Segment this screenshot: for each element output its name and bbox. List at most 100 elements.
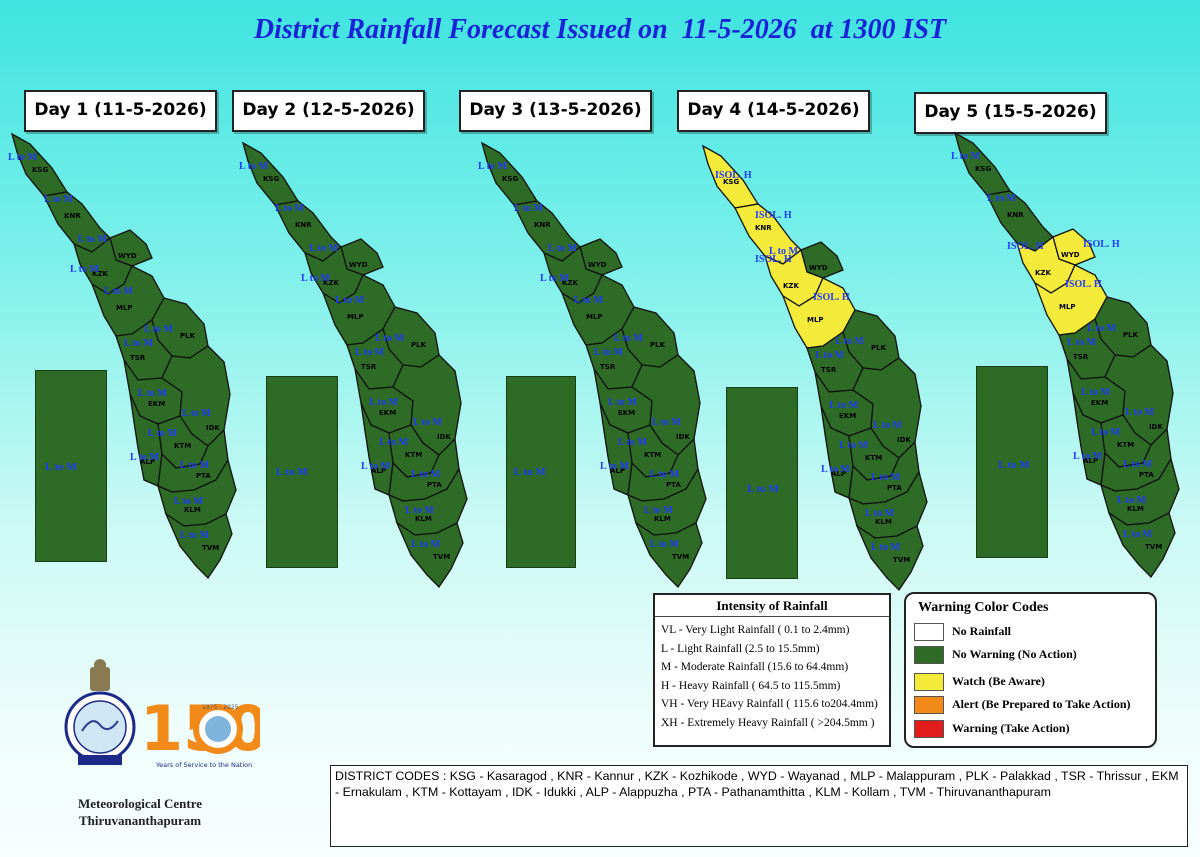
badge-years: 1875 - 2025 (202, 704, 239, 711)
forecast-label-klm: L to M (644, 505, 673, 516)
district-code-label: ALP (140, 458, 156, 466)
intensity-item: H - Heavy Rainfall ( 64.5 to 115.5mm) (661, 679, 841, 692)
anniversary-tagline: Years of Service to the Nation (155, 761, 252, 769)
district-code-label: KTM (174, 442, 192, 450)
forecast-label-pta: L to M (650, 469, 679, 480)
district-code-label: PLK (871, 344, 887, 352)
forecast-label-kzk: ISOL. H (1007, 241, 1044, 252)
district-code-label: WYD (1061, 251, 1080, 259)
forecast-label-kzk: L to M (70, 264, 99, 275)
day-5-island-block (976, 366, 1048, 558)
forecast-label-tvm: L to M (1123, 529, 1152, 540)
forecast-label-wyd: L to M (309, 243, 338, 254)
district-code-label: KSG (263, 175, 280, 183)
forecast-label-plk: L to M (835, 336, 864, 347)
forecast-label-ekm: L to M (138, 388, 167, 399)
forecast-label-idk: L to M (1125, 407, 1154, 418)
district-code-label: KLM (654, 515, 671, 523)
district-codes-legend: DISTRICT CODES : KSG - Kasaragod , KNR -… (330, 765, 1188, 847)
forecast-label-wyd: L to M (548, 243, 577, 254)
day-4-header: Day 4 (14-5-2026) (677, 90, 870, 132)
forecast-label-knr: L to M (275, 203, 304, 214)
intensity-item: VL - Very Light Rainfall ( 0.1 to 2.4mm) (661, 624, 850, 636)
forecast-label-klm: L to M (405, 505, 434, 516)
district-code-label: TVM (672, 553, 690, 561)
district-ksg-day-2 (241, 141, 300, 206)
forecast-label-klm: L to M (174, 496, 203, 507)
district-tvm-day-4 (855, 524, 924, 592)
district-tvm-day-3 (634, 521, 703, 589)
forecast-label-ekm: L to M (1081, 387, 1110, 398)
district-code-label: KNR (755, 224, 772, 232)
district-code-label: KNR (295, 221, 312, 229)
day-2-island-block (266, 376, 338, 568)
warning-legend-title: Warning Color Codes (918, 600, 1049, 615)
district-code-label: KLM (184, 506, 201, 514)
district-code-label: KZK (562, 279, 578, 287)
swatch-red (914, 720, 944, 738)
intensity-list: VL - Very Light Rainfall ( 0.1 to 2.4mm)… (655, 617, 889, 732)
day-3-header: Day 3 (13-5-2026) (459, 90, 652, 132)
district-code-label: MLP (347, 313, 364, 321)
district-code-label: KZK (323, 279, 339, 287)
day-1-header: Day 1 (11-5-2026) (24, 90, 217, 132)
forecast-label-idk: L to M (873, 420, 902, 431)
district-code-label: PLK (1123, 331, 1139, 339)
kerala-map-day-2 (241, 141, 468, 589)
district-code-label: KTM (644, 451, 662, 459)
org-line-1: Meteorological Centre (77, 796, 203, 811)
warning-code-label: Warning (Take Action) (952, 721, 1070, 735)
district-code-label: ALP (1083, 457, 1099, 465)
district-code-label: KZK (783, 282, 799, 290)
forecast-label-mlp: ISOL. H (1065, 279, 1102, 290)
imd-logos: 150 1875 - 2025 Years of Service to the … (64, 659, 260, 769)
forecast-label-pta: L to M (411, 469, 440, 480)
forecast-label-kzk: L to M (540, 273, 569, 284)
district-code-label: IDK (437, 433, 451, 441)
org-line-2: Thiruvananthapuram (78, 813, 202, 828)
day-4-island-label: L to M (747, 483, 779, 495)
district-code-label: KTM (1117, 441, 1135, 449)
district-idk-day-1 (161, 345, 231, 447)
day-2-header: Day 2 (12-5-2026) (232, 90, 425, 132)
forecast-label-tsr: L to M (815, 350, 844, 361)
district-code-label: ALP (831, 470, 847, 478)
district-idk-day-5 (1104, 344, 1174, 446)
forecast-label-ksg: L to M (239, 161, 268, 172)
forecast-label-ktm: L to M (148, 428, 177, 439)
forecast-label-tsr: L to M (1067, 337, 1096, 348)
forecast-label-wyd: L to M (78, 234, 107, 245)
district-code-label: KLM (875, 518, 892, 526)
district-idk-day-2 (392, 354, 462, 456)
forecast-label-tvm: L to M (650, 539, 679, 550)
forecast-label-ekm: L to M (369, 397, 398, 408)
district-code-label: KNR (534, 221, 551, 229)
district-idk-day-3 (631, 354, 701, 456)
district-code-label: KSG (975, 165, 992, 173)
forecast-label-ktm: L to M (618, 437, 647, 448)
district-code-label: MLP (586, 313, 603, 321)
kerala-map-day-4 (701, 144, 928, 592)
forecast-label-plk: L to M (1087, 323, 1116, 334)
district-code-label: IDK (897, 436, 911, 444)
forecast-label-idk: L to M (182, 408, 211, 419)
forecast-label-knr: L to M (514, 203, 543, 214)
day-5-header: Day 5 (15-5-2026) (914, 92, 1107, 134)
warning-color-legend: Warning Color Codes No Rainfall No Warni… (904, 592, 1157, 748)
forecast-label-alp: L to M (130, 452, 159, 463)
intensity-item: VH - Very HEavy Rainfall ( 115.6 to204.4… (661, 698, 878, 710)
forecast-label-pta: L to M (180, 460, 209, 471)
forecast-label-mlp: L to M (335, 295, 364, 306)
anniversary-150-logo: 150 1875 - 2025 Years of Service to the … (140, 692, 260, 769)
district-code-label: IDK (676, 433, 690, 441)
swatch-green (914, 646, 944, 664)
forecast-label-ksg: L to M (8, 152, 37, 163)
intensity-item: L - Light Rainfall (2.5 to 15.5mm) (661, 642, 820, 655)
forecast-label-klm: L to M (1117, 495, 1146, 506)
district-code-label: KNR (1007, 211, 1024, 219)
district-code-label: TSR (130, 354, 146, 362)
district-code-label: WYD (809, 264, 828, 272)
forecast-label-wyd: ISOL. H (1083, 239, 1120, 250)
forecast-label-ksg: L to M (478, 161, 507, 172)
forecast-label-tvm: L to M (411, 539, 440, 550)
